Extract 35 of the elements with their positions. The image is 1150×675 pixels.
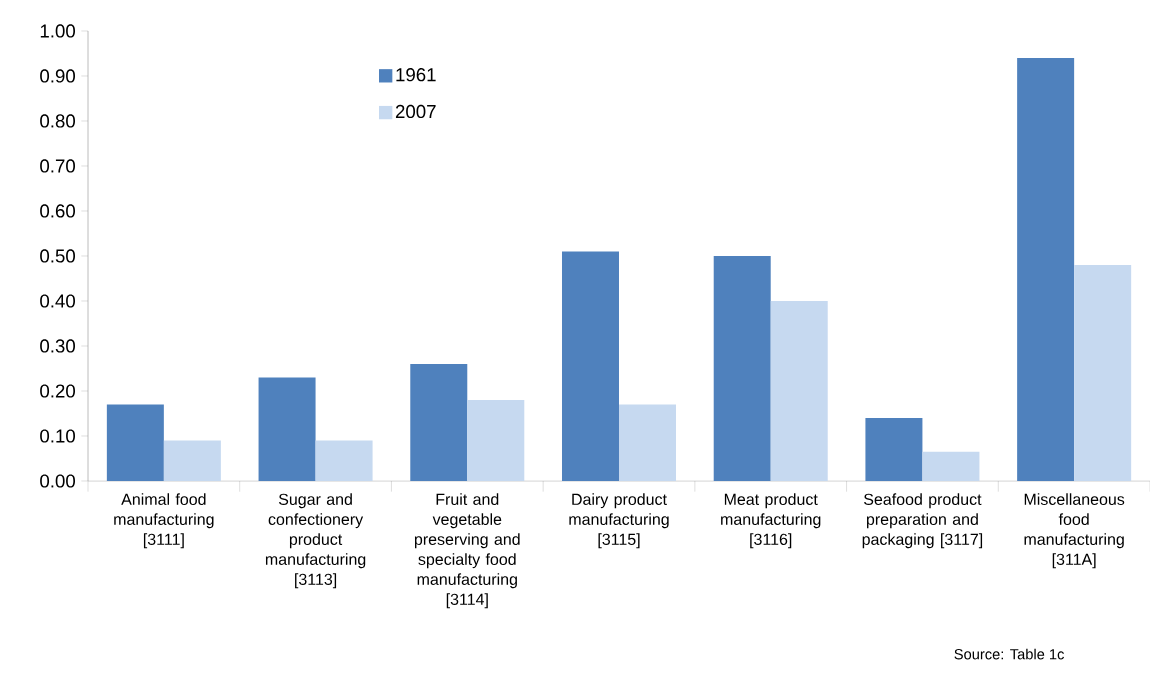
x-tick-label: Meat product manufacturing [3116]: [721, 493, 821, 549]
y-tick-label: 0.80: [40, 114, 76, 128]
y-tick-label: 0.40: [40, 294, 76, 308]
bar: [1074, 265, 1132, 481]
bar: [713, 256, 771, 481]
bar: [619, 404, 677, 481]
bar: [315, 440, 373, 481]
y-tick-label: 0.60: [40, 204, 76, 218]
bar: [163, 440, 221, 481]
x-tick-label: Sugar and confectionery product manufacturing [3113]: [265, 493, 366, 589]
x-tick-label: Fruit and vegetable preserving and specialty food manufacturing [3114]: [414, 493, 520, 609]
y-tick-label: 0.50: [40, 249, 76, 263]
bar: [561, 251, 619, 481]
y-tick-label: 1.00: [40, 24, 76, 38]
x-tick-label: Miscellaneous food manufacturing [311A]: [1024, 493, 1125, 569]
bar: [106, 404, 164, 481]
bar: [1017, 58, 1075, 481]
y-tick-label: 0.00: [40, 474, 76, 488]
y-tick-label: 0.20: [40, 384, 76, 398]
x-tick-label: Dairy product manufacturing [3115]: [569, 493, 669, 549]
bar: [410, 364, 468, 481]
y-tick-label: 0.90: [40, 69, 76, 83]
bar: [467, 400, 525, 481]
y-tick-label: 0.70: [40, 159, 76, 173]
legend-label: 1961: [396, 68, 436, 82]
y-tick-label: 0.10: [40, 429, 76, 443]
x-tick-label: Seafood product preparation and packaging [3117]: [862, 493, 983, 549]
source-note: Source: Table 1c: [954, 648, 1064, 660]
bar: [922, 451, 980, 481]
y-tick-label: 0.30: [40, 339, 76, 353]
bar: [258, 377, 316, 481]
bar: [865, 418, 923, 481]
bar: [770, 301, 828, 481]
legend-label: 2007: [395, 104, 436, 119]
x-tick-label: Animal food manufacturing [3111]: [114, 493, 214, 549]
